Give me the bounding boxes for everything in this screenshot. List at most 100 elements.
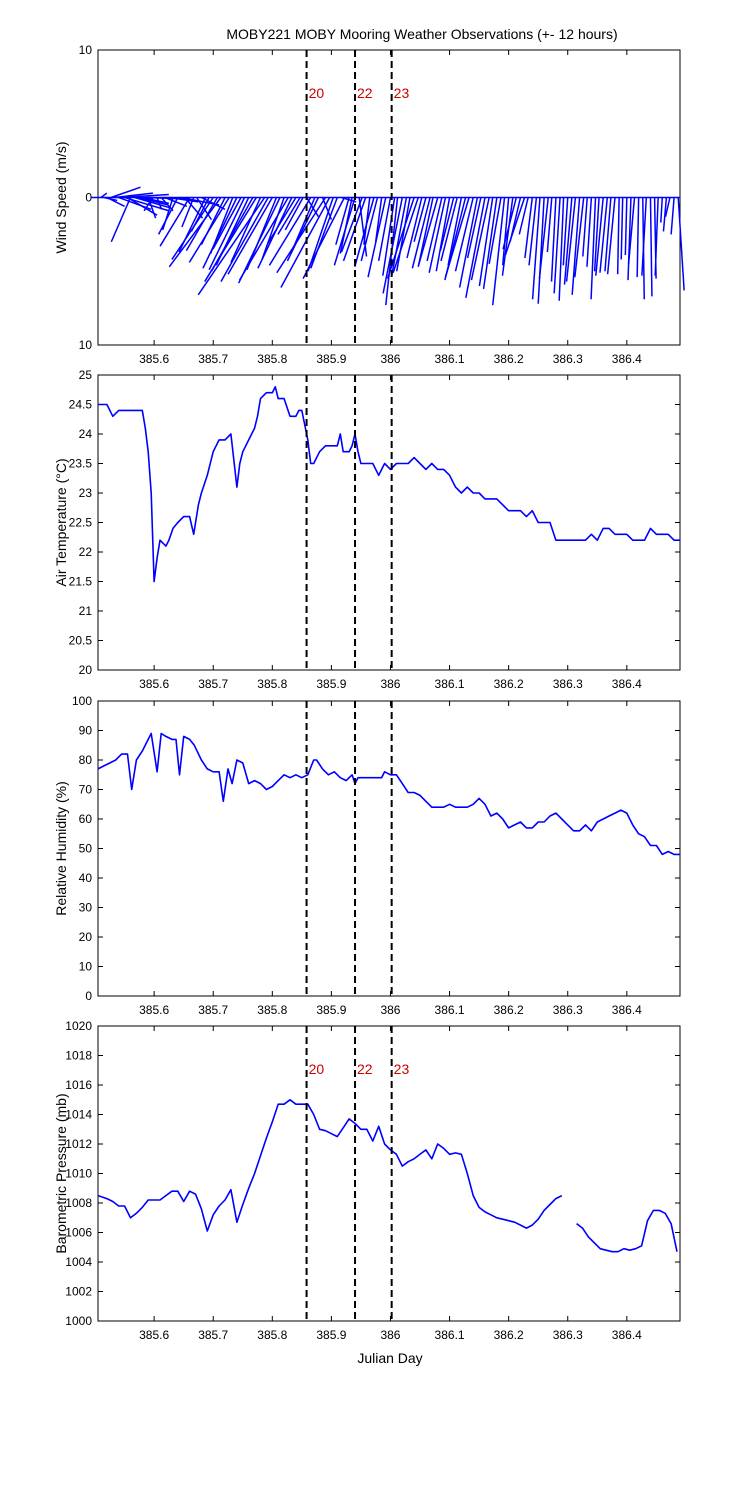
x-tick-label: 386.4 [612, 1328, 642, 1342]
wind-vector [286, 197, 320, 262]
wind-vector [444, 197, 470, 278]
y-tick-label: 1020 [65, 1019, 92, 1033]
y-tick-label: 20.5 [69, 634, 93, 648]
y-tick-label: 30 [79, 901, 93, 915]
wind-vector [134, 196, 171, 209]
x-tick-label: 385.8 [257, 352, 287, 366]
wind-vector [110, 197, 132, 243]
x-tick-label: 386.1 [435, 1328, 465, 1342]
wind-vector [488, 197, 502, 265]
data-series-line [98, 385, 680, 583]
chart-panel-4: 385.6 385.7 385.8 385.9 386 386.1 386.2 386.3 38… [53, 1019, 681, 1342]
wind-vector [160, 197, 174, 212]
wind-vector [660, 197, 664, 223]
chart-panel-2: 385.6 385.7 385.8 385.9 386 386.1 386.2 386.3 38… [53, 368, 681, 691]
wind-vector [121, 193, 169, 199]
plot-frame [97, 700, 681, 997]
wind-vector [458, 197, 479, 288]
y-tick-label: 20 [79, 663, 93, 677]
plot-frame [97, 374, 681, 671]
wind-vector [518, 197, 529, 235]
x-tick-label: 385.9 [316, 1328, 346, 1342]
wind-vector [197, 197, 266, 296]
wind-vector [558, 197, 565, 301]
wind-vector [502, 197, 518, 250]
y-tick-label: 10 [79, 960, 93, 974]
wind-vector [137, 196, 168, 206]
y-tick-label: 1004 [65, 1255, 92, 1269]
wind-vector [335, 197, 350, 245]
y-tick-label: 1002 [65, 1285, 92, 1299]
wind-vector [268, 197, 312, 266]
y-tick-label: 100 [72, 694, 92, 708]
wind-vector [620, 197, 624, 260]
wind-vector [390, 197, 408, 276]
x-tick-label: 386.4 [612, 1003, 642, 1017]
wind-vector [302, 197, 346, 279]
y-tick-label: 22.5 [69, 516, 93, 530]
y-tick-label: 90 [79, 724, 93, 738]
x-tick-label: 386.4 [612, 352, 642, 366]
y-tick-label: 24 [79, 427, 93, 441]
wind-vector [246, 197, 278, 271]
x-tick-label: 385.7 [198, 677, 228, 691]
data-series-line [97, 1099, 563, 1232]
x-tick-label: 385.9 [316, 352, 346, 366]
wind-vector [649, 197, 653, 297]
wind-vector [413, 197, 427, 242]
wind-vector [212, 197, 242, 250]
wind-vector [627, 197, 636, 264]
x-tick-label: 386.2 [494, 1328, 524, 1342]
x-tick-label: 386.1 [435, 1003, 465, 1017]
data-series-line [576, 1209, 678, 1253]
wind-vector [677, 197, 685, 291]
x-tick-label: 386.2 [494, 352, 524, 366]
wind-vector [202, 197, 238, 269]
wind-vector [595, 197, 604, 276]
wind-vector [208, 197, 246, 271]
wind-vector [238, 197, 289, 281]
wind-vector [360, 197, 379, 262]
wind-vector [454, 197, 474, 272]
x-tick-label: 385.6 [139, 1003, 169, 1017]
y-tick-label: 1008 [65, 1196, 92, 1210]
wind-vector [504, 197, 526, 256]
wind-vector [159, 197, 191, 247]
y-tick-label: 1006 [65, 1226, 92, 1240]
y-tick-label: 10 [79, 338, 93, 352]
wind-vector [537, 197, 545, 304]
wind-vector [604, 197, 612, 272]
wind-vector [563, 197, 573, 285]
event-marker-label: 23 [394, 85, 410, 101]
wind-vector [599, 197, 609, 273]
wind-vector [261, 197, 285, 260]
wind-vector [524, 197, 534, 259]
y-tick-label: 1000 [65, 1314, 92, 1328]
x-tick-label: 385.8 [257, 1328, 287, 1342]
wind-vector [367, 197, 387, 278]
wind-vector [662, 197, 668, 232]
wind-vector [188, 197, 230, 263]
event-marker-label: 20 [309, 85, 325, 101]
wind-vector [333, 197, 356, 266]
wind-vector [546, 197, 553, 253]
wind-vector [466, 197, 482, 259]
y-tick-label: 22 [79, 545, 93, 559]
x-tick-label: 386.2 [494, 677, 524, 691]
y-tick-label: 80 [79, 753, 93, 767]
x-tick-label: 385.8 [257, 1003, 287, 1017]
event-marker-label: 22 [357, 1061, 373, 1077]
wind-vector [590, 197, 597, 300]
x-tick-label: 385.7 [198, 352, 228, 366]
wind-vector [440, 197, 458, 262]
x-tick-label: 385.7 [198, 1328, 228, 1342]
wind-vector [181, 197, 195, 228]
wind-vector [127, 196, 158, 216]
wind-vector [538, 197, 549, 279]
wind-vector [654, 197, 659, 276]
y-axis-label: Relative Humidity (%) [53, 781, 69, 916]
wind-vector [292, 197, 316, 250]
x-tick-label: 386.3 [553, 1003, 583, 1017]
wind-vector [627, 197, 632, 281]
wind-vector [586, 197, 593, 267]
